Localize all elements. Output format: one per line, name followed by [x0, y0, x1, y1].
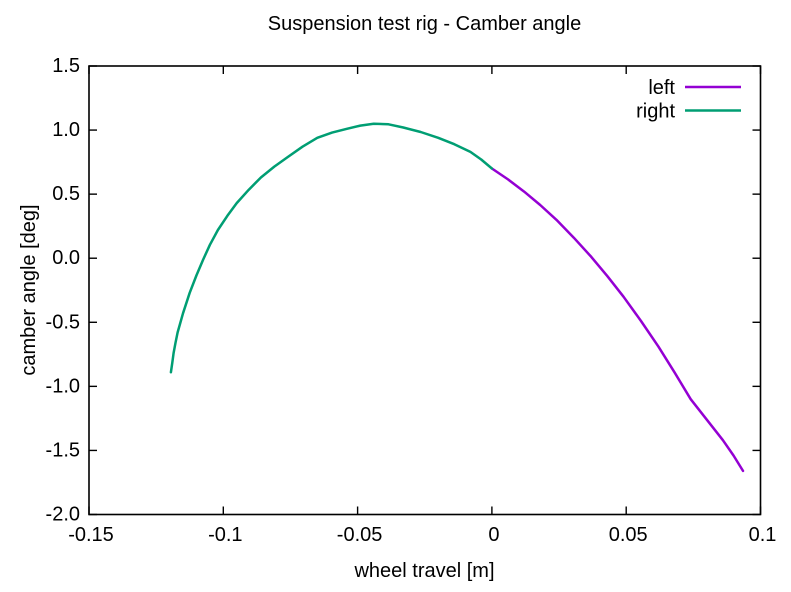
chart-title: Suspension test rig - Camber angle	[267, 13, 582, 35]
plot-border	[88, 65, 762, 516]
series-line-right	[169, 122, 494, 374]
legend-label-left: left	[648, 77, 675, 99]
y-tick-label: 0.0	[52, 247, 80, 269]
x-tick-label: -0.05	[337, 524, 383, 546]
series-line-left	[490, 167, 745, 473]
y-tick-label: -0.5	[46, 311, 80, 333]
y-tick-label: -1.0	[46, 375, 80, 397]
y-tick-label: 1.0	[52, 119, 80, 141]
y-tick-label: 1.5	[52, 55, 80, 77]
x-tick-label: 0.1	[749, 524, 777, 546]
x-tick-label: -0.15	[68, 524, 114, 546]
x-tick-label: 0.05	[609, 524, 648, 546]
legend-label-right: right	[636, 101, 675, 123]
y-tick-label: 0.5	[52, 183, 80, 205]
x-axis-label: wheel travel [m]	[354, 560, 495, 582]
y-tick-label: -1.5	[46, 439, 80, 461]
y-tick-label: -2.0	[46, 504, 80, 526]
x-tick-label: 0	[488, 524, 499, 546]
x-tick-label: -0.1	[208, 524, 242, 546]
